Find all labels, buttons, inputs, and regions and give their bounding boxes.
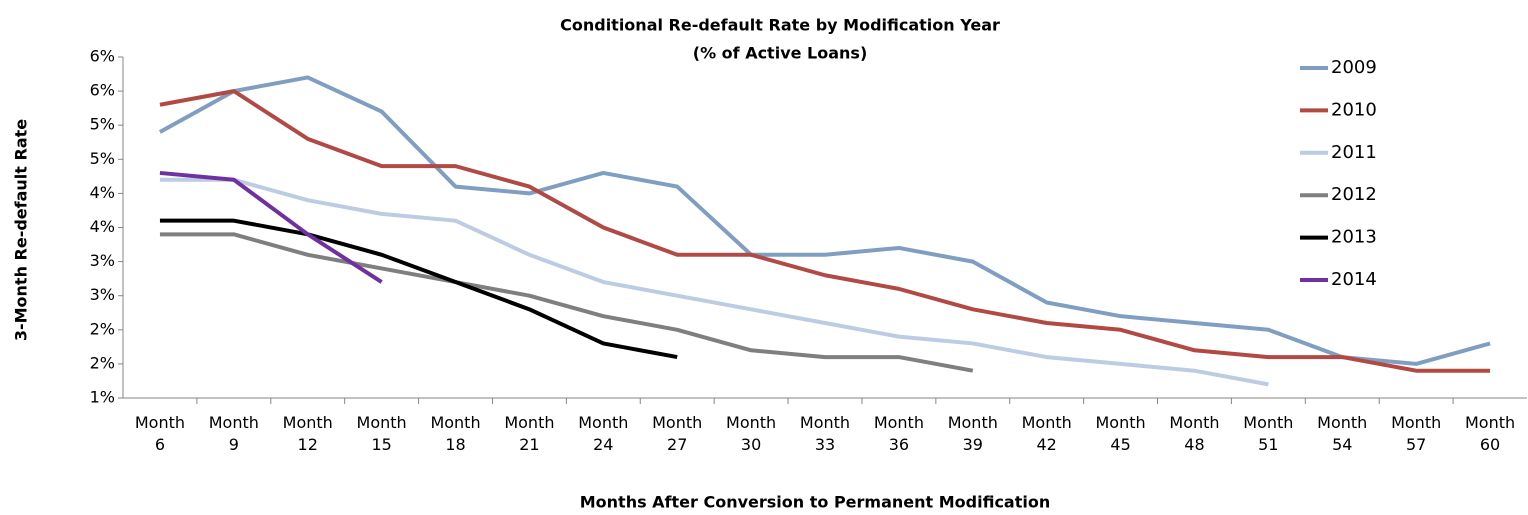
y-tick-label: 3% (90, 251, 115, 270)
chart-title: Conditional Re-default Rate by Modificat… (560, 16, 1000, 35)
x-tick-label: Month 21 (504, 413, 555, 454)
y-axis-label: 3-Month Re-default Rate (12, 119, 31, 341)
y-tick-label: 5% (90, 149, 115, 168)
x-tick-label: Month 36 (873, 413, 924, 454)
x-tick-label: Month 9 (208, 413, 259, 454)
legend-label: 2012 (1331, 184, 1377, 205)
series-line (159, 170, 383, 284)
y-tick-label: 6% (90, 81, 115, 100)
y-tick-label: 2% (90, 319, 115, 338)
x-tick-label: Month 60 (1464, 413, 1516, 454)
series-line (158, 75, 1491, 366)
y-tick-label: 6% (90, 47, 115, 66)
x-tick-label: Month 6 (134, 413, 186, 454)
legend-label: 2010 (1331, 99, 1377, 120)
x-tick-label: Month 57 (1391, 413, 1442, 454)
legend-label: 2013 (1331, 227, 1377, 248)
x-tick-label: Month 45 (1095, 413, 1146, 454)
x-tick-label: Month 30 (726, 413, 777, 454)
series-line (159, 177, 1269, 387)
y-tick-label: 4% (90, 183, 115, 202)
x-tick-label: Month 39 (947, 413, 998, 454)
x-tick-label: Month 48 (1169, 413, 1220, 454)
x-tick-label: Month 42 (1021, 413, 1072, 454)
series-line (159, 232, 974, 373)
y-tick-label: 5% (90, 115, 115, 134)
x-tick-label: Month 51 (1243, 413, 1294, 454)
x-tick-label: Month 12 (282, 413, 333, 454)
y-tick-label: 2% (90, 353, 115, 372)
x-tick-label: Month 27 (652, 413, 703, 454)
legend-label: 2014 (1331, 269, 1377, 290)
x-tick-label: Month 15 (356, 413, 407, 454)
y-tick-label: 3% (90, 285, 115, 304)
series-line (159, 89, 1491, 373)
y-tick-label: 4% (90, 217, 115, 236)
series-line (159, 218, 678, 360)
x-tick-label: Month 18 (430, 413, 481, 454)
x-tick-label: Month 24 (578, 413, 629, 454)
y-tick-label: 1% (90, 388, 115, 407)
legend-label: 2011 (1331, 142, 1377, 163)
x-tick-label: Month 33 (799, 413, 851, 454)
x-axis-label: Months After Conversion to Permanent Mod… (580, 493, 1051, 512)
x-tick-label: Month 54 (1317, 413, 1368, 454)
legend-label: 2009 (1331, 57, 1377, 78)
chart-subtitle: (% of Active Loans) (693, 44, 868, 63)
